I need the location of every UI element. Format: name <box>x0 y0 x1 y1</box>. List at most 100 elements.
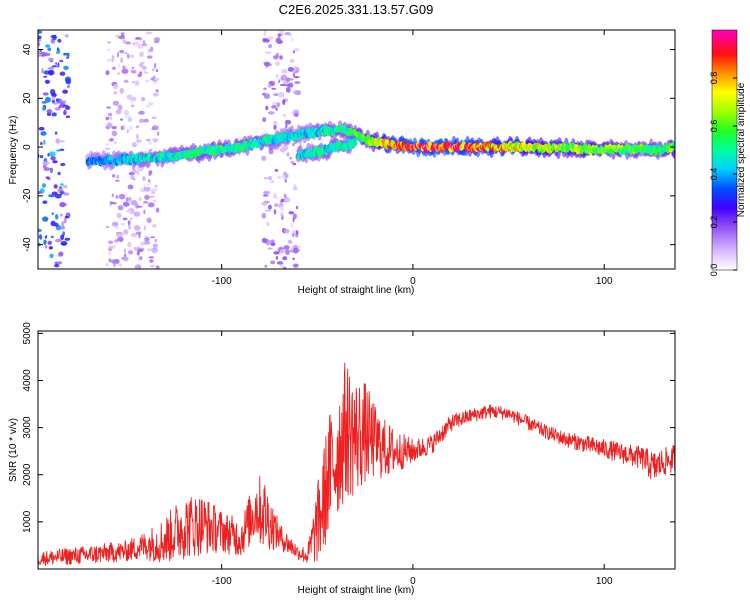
spectrogram-noise-blob <box>43 52 51 57</box>
spectrogram-noise-blob <box>143 225 147 231</box>
spectrogram-noise-blob <box>279 205 285 212</box>
spectrogram-noise-blob <box>268 44 273 49</box>
spectrogram-noise-blob <box>273 124 277 130</box>
spectrogram-noise-blob <box>149 195 155 198</box>
spectrogram-noise-blob <box>154 184 158 187</box>
spectrogram-noise-blob <box>111 130 118 137</box>
spectrogram-noise-blob <box>138 112 144 115</box>
spectrogram-noise-blob <box>138 257 141 261</box>
spectrogram-noise-blob <box>107 140 110 143</box>
spectrogram-noise-blob <box>42 216 49 222</box>
colorbar-tick-label: 0.6 <box>709 120 719 133</box>
spectrogram-noise-blob <box>42 164 47 169</box>
spectrogram-noise-blob <box>123 110 130 116</box>
spectrogram-noise-blob <box>44 96 51 103</box>
spectrogram-noise-blob <box>152 125 159 131</box>
spectrogram-noise-blob <box>55 138 61 144</box>
spectrogram-noise-blob <box>41 68 44 74</box>
spectrogram-ridge-secondary-point <box>353 139 358 147</box>
spectrogram-noise-blob <box>57 48 61 54</box>
spectrogram-noise-blob <box>275 107 278 111</box>
spectrogram-noise-blob <box>294 65 297 72</box>
spectrogram-noise-blob <box>60 162 66 167</box>
spectrogram-noise-blob <box>130 217 133 220</box>
spectrogram-noise-blob <box>276 73 279 79</box>
spectrogram-noise-blob <box>128 125 133 131</box>
spectrogram-noise-blob <box>264 177 268 180</box>
spectrogram-noise-blob <box>119 236 123 243</box>
spectrogram-noise-blob <box>292 233 295 237</box>
spectrogram-noise-blob <box>122 39 127 44</box>
spectrogram-noise-blob <box>282 256 288 261</box>
spectrogram-noise-blob <box>141 65 147 70</box>
spectrogram-noise-blob <box>285 123 288 129</box>
spectrogram-noise-blob <box>263 61 271 67</box>
spectrogram-noise-blob <box>130 232 138 237</box>
spectrogram-ridge-point <box>672 141 675 150</box>
spectrogram-noise-blob <box>152 243 158 248</box>
spectrogram-noise-blob <box>108 258 112 263</box>
spectrogram-noise-blob <box>263 190 270 195</box>
spectrogram-noise-blob <box>287 240 293 244</box>
spectrogram-noise-blob <box>46 109 53 114</box>
spectrogram-noise-blob <box>262 117 267 123</box>
spectrogram-noise-blob <box>47 66 55 70</box>
spectrogram-noise-blob <box>136 250 140 256</box>
spectrogram-noise-blob <box>146 55 153 59</box>
spectrogram-noise-blob <box>152 224 157 228</box>
spectrogram-noise-blob <box>66 52 70 58</box>
spectrogram-noise-blob <box>155 89 159 93</box>
spectrogram-y-tick-label: 20 <box>22 92 33 104</box>
spectrogram-noise-blob <box>117 104 123 111</box>
spectrogram-noise-blob <box>45 176 50 179</box>
spectrogram-noise-blob <box>117 72 120 75</box>
spectrogram-noise-blob <box>139 51 144 58</box>
spectrogram-marks <box>38 30 675 269</box>
spectrogram-noise-blob <box>143 200 149 204</box>
spectrogram-noise-blob <box>138 197 142 201</box>
spectrogram-noise-blob <box>273 55 279 60</box>
spectrogram-noise-blob <box>274 203 279 208</box>
spectrogram-noise-blob <box>275 37 282 44</box>
spectrogram-noise-blob <box>105 225 110 229</box>
spectrogram-y-tick-label: -40 <box>22 237 33 252</box>
spectrogram-noise-blob <box>294 48 300 52</box>
spectrogram-noise-blob <box>142 40 146 44</box>
spectrogram-noise-blob <box>125 197 129 202</box>
spectrogram-noise-blob <box>54 131 58 135</box>
spectrogram-noise-blob <box>145 104 150 108</box>
spectrogram-noise-blob <box>292 257 295 260</box>
spectrogram-noise-blob <box>144 235 148 238</box>
spectrogram-noise-blob <box>47 69 55 76</box>
spectrogram-noise-blob <box>143 186 151 192</box>
spectrogram-x-tick-label: -100 <box>212 276 232 287</box>
spectrogram-noise-blob <box>278 91 285 98</box>
spectrogram-noise-blob <box>109 116 113 120</box>
spectrogram-noise-blob <box>133 211 141 217</box>
spectrogram-noise-blob <box>128 224 131 230</box>
spectrogram-noise-blob <box>131 80 135 84</box>
spectrogram-noise-blob <box>127 53 130 59</box>
spectrogram-noise-blob <box>66 56 70 59</box>
spectrogram-noise-blob <box>289 156 292 160</box>
spectrogram-noise-blob <box>277 33 282 37</box>
spectrogram-noise-blob <box>122 65 126 71</box>
spectrogram-noise-blob <box>280 74 288 81</box>
spectrogram-noise-blob <box>292 109 300 114</box>
spectrogram-noise-blob <box>50 156 56 161</box>
spectrogram-noise-blob <box>292 217 295 223</box>
spectrogram-noise-blob <box>145 71 148 74</box>
spectrogram-noise-blob <box>64 215 70 219</box>
spectrogram-noise-blob <box>283 245 290 250</box>
spectrogram-noise-blob <box>57 38 62 43</box>
spectrogram-x-tick-label: 100 <box>596 276 613 287</box>
spectrogram-noise-blob <box>59 148 65 151</box>
spectrogram-noise-blob <box>48 151 56 157</box>
spectrogram-noise-blob <box>135 231 142 235</box>
spectrogram-noise-blob <box>292 247 299 254</box>
colorbar-ticks: 0.0 0.2 0.4 0.6 0.8 <box>709 72 737 276</box>
spectrogram-noise-blob <box>115 109 122 115</box>
colorbar: 0.0 0.2 0.4 0.6 0.8 Normalized spectral ampl… <box>709 29 747 276</box>
spectrogram-noise-blob <box>117 205 124 211</box>
snr-panel: -100 0 100 1000 2000 3000 4000 5000 Height of … <box>8 322 676 596</box>
